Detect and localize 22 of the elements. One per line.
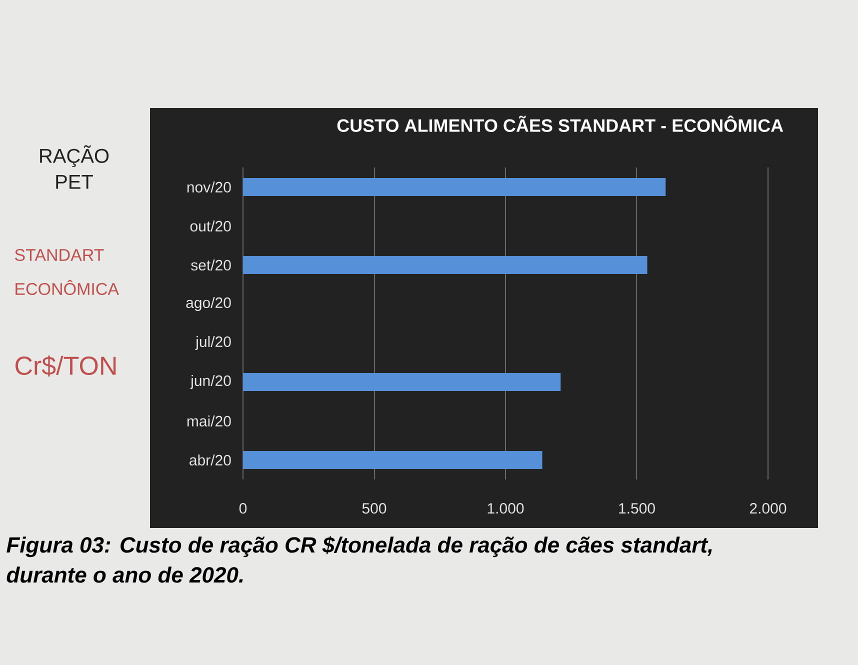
bar [243, 178, 666, 196]
x-tick-label: 2.000 [750, 503, 786, 514]
text: STANDART ECONÔMICA [14, 248, 120, 296]
x-tick-label: 500 [362, 503, 386, 514]
x-tick-label: 0 [239, 503, 247, 514]
chart-title: CUSTO ALIMENTO CÃES STANDART - ECONÔMICA [337, 116, 784, 132]
y-tick-label: mai/20 [187, 415, 231, 427]
y-tick-label: ago/20 [186, 297, 231, 311]
bar [243, 256, 648, 274]
x-tick-label: 1.000 [488, 503, 524, 514]
y-tick-label: out/20 [190, 220, 231, 232]
y-tick-label: set/20 [191, 259, 231, 271]
text: RAÇÃO PET [40, 145, 109, 189]
y-tick-label: abr/20 [190, 454, 231, 466]
bar [243, 373, 561, 391]
bar [243, 451, 542, 470]
y-tick-label: nov/20 [187, 181, 231, 193]
y-tick-label: jul/20 [195, 336, 231, 350]
x-tick-label: 1.500 [619, 503, 655, 514]
y-tick-label: jun/20 [190, 375, 231, 389]
text: Figura 03: Custo de ração CR $/tonelada de ração de cães standart, durante o ano de 2020. [6, 536, 712, 583]
text: Cr$/TON [16, 355, 116, 377]
